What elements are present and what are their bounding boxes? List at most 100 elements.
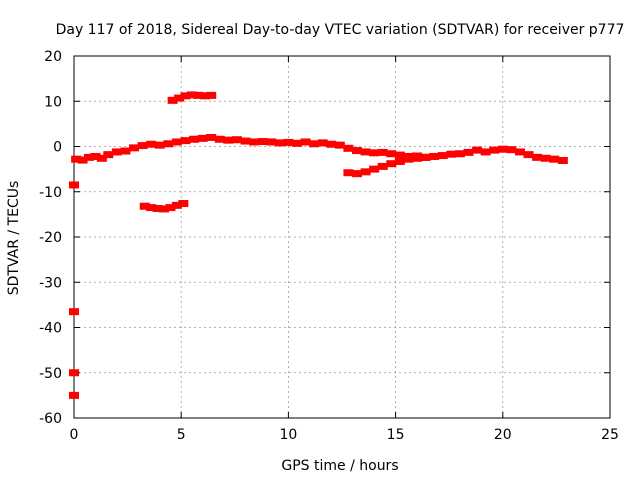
data-point <box>360 148 371 156</box>
data-point <box>420 153 431 161</box>
data-point <box>103 151 114 159</box>
data-point <box>139 202 150 210</box>
data-point <box>165 204 176 212</box>
data-point <box>377 148 388 156</box>
data-point <box>274 139 285 147</box>
data-point <box>77 156 88 164</box>
x-axis-label: GPS time / hours <box>281 458 398 474</box>
data-point <box>159 205 170 213</box>
data-point <box>352 170 363 178</box>
series-outliers <box>69 181 79 399</box>
y-tick-label: -20 <box>39 230 62 246</box>
data-point <box>199 92 210 100</box>
data-point <box>111 148 122 156</box>
y-tick-label: -10 <box>39 185 62 201</box>
y-tick-label: -40 <box>39 321 62 337</box>
x-tick-label: 25 <box>601 427 619 443</box>
data-point <box>549 155 560 163</box>
data-point <box>463 148 474 156</box>
data-point <box>167 96 178 104</box>
data-point <box>412 154 423 162</box>
data-point <box>240 137 251 145</box>
data-point <box>163 140 174 148</box>
data-point <box>394 151 405 159</box>
data-point <box>317 139 328 147</box>
data-point <box>291 139 302 147</box>
data-point <box>69 369 79 377</box>
data-point <box>193 91 204 99</box>
data-point <box>326 140 337 148</box>
data-point <box>352 147 363 155</box>
data-point <box>257 138 268 146</box>
x-tick-label: 15 <box>387 427 405 443</box>
data-point <box>120 147 131 155</box>
data-point <box>394 157 405 165</box>
data-point <box>152 204 163 212</box>
data-point <box>69 308 79 316</box>
data-point <box>446 150 457 158</box>
data-point <box>309 140 320 148</box>
y-tick-label: 0 <box>53 140 62 156</box>
data-point <box>69 181 79 189</box>
data-point <box>146 140 157 148</box>
data-point <box>129 144 140 152</box>
data-point <box>506 146 517 154</box>
data-point <box>369 165 380 173</box>
y-tick-labels: -60 -50 -40 -30 -20 -10 0 10 20 <box>39 49 62 427</box>
data-point <box>300 138 311 146</box>
data-point <box>454 150 465 158</box>
data-point <box>360 168 371 176</box>
data-point <box>369 149 380 157</box>
data-point <box>386 150 397 158</box>
y-tick-label: -50 <box>39 366 62 382</box>
series-lower-arc <box>139 200 189 213</box>
data-point <box>69 391 79 399</box>
data-point <box>540 154 551 162</box>
chart-title: Day 117 of 2018, Sidereal Day-to-day VTE… <box>56 22 625 38</box>
data-point <box>429 152 440 160</box>
data-point <box>180 137 191 145</box>
x-tick-label: 0 <box>70 427 79 443</box>
data-point <box>437 152 448 160</box>
data-point <box>206 133 217 141</box>
data-point <box>386 160 397 168</box>
data-point <box>178 200 189 208</box>
data-point <box>480 148 491 156</box>
data-point <box>186 91 197 99</box>
data-point <box>343 144 354 152</box>
data-point <box>489 146 500 154</box>
data-point <box>154 141 165 149</box>
series-upper-arc <box>167 91 217 104</box>
data-point <box>71 155 82 163</box>
data-point <box>146 204 157 212</box>
data-point <box>514 148 525 156</box>
x-tick-labels: 0 5 10 15 20 25 <box>70 427 619 443</box>
y-tick-label: 10 <box>44 94 62 110</box>
data-point <box>497 145 508 153</box>
x-tick-label: 20 <box>494 427 512 443</box>
data-point <box>180 92 191 100</box>
gridlines <box>74 56 610 418</box>
data-point <box>197 134 208 142</box>
y-tick-label: 20 <box>44 49 62 65</box>
data-point <box>249 138 260 146</box>
data-point <box>472 146 483 154</box>
data-points <box>69 91 568 399</box>
data-point <box>403 155 414 163</box>
data-point <box>189 135 200 143</box>
data-point <box>377 162 388 170</box>
x-tick-label: 5 <box>177 427 186 443</box>
x-tick-label: 10 <box>279 427 297 443</box>
data-point <box>343 169 354 177</box>
axis-ticks <box>73 55 611 419</box>
data-point <box>557 157 568 165</box>
data-point <box>223 136 234 144</box>
y-axis-label: SDTVAR / TECUs <box>6 181 22 296</box>
data-point <box>266 138 277 146</box>
y-tick-label: -30 <box>39 275 62 291</box>
y-tick-label: -60 <box>39 411 62 427</box>
data-point <box>334 141 345 149</box>
data-point <box>90 152 101 160</box>
data-point <box>96 154 107 162</box>
